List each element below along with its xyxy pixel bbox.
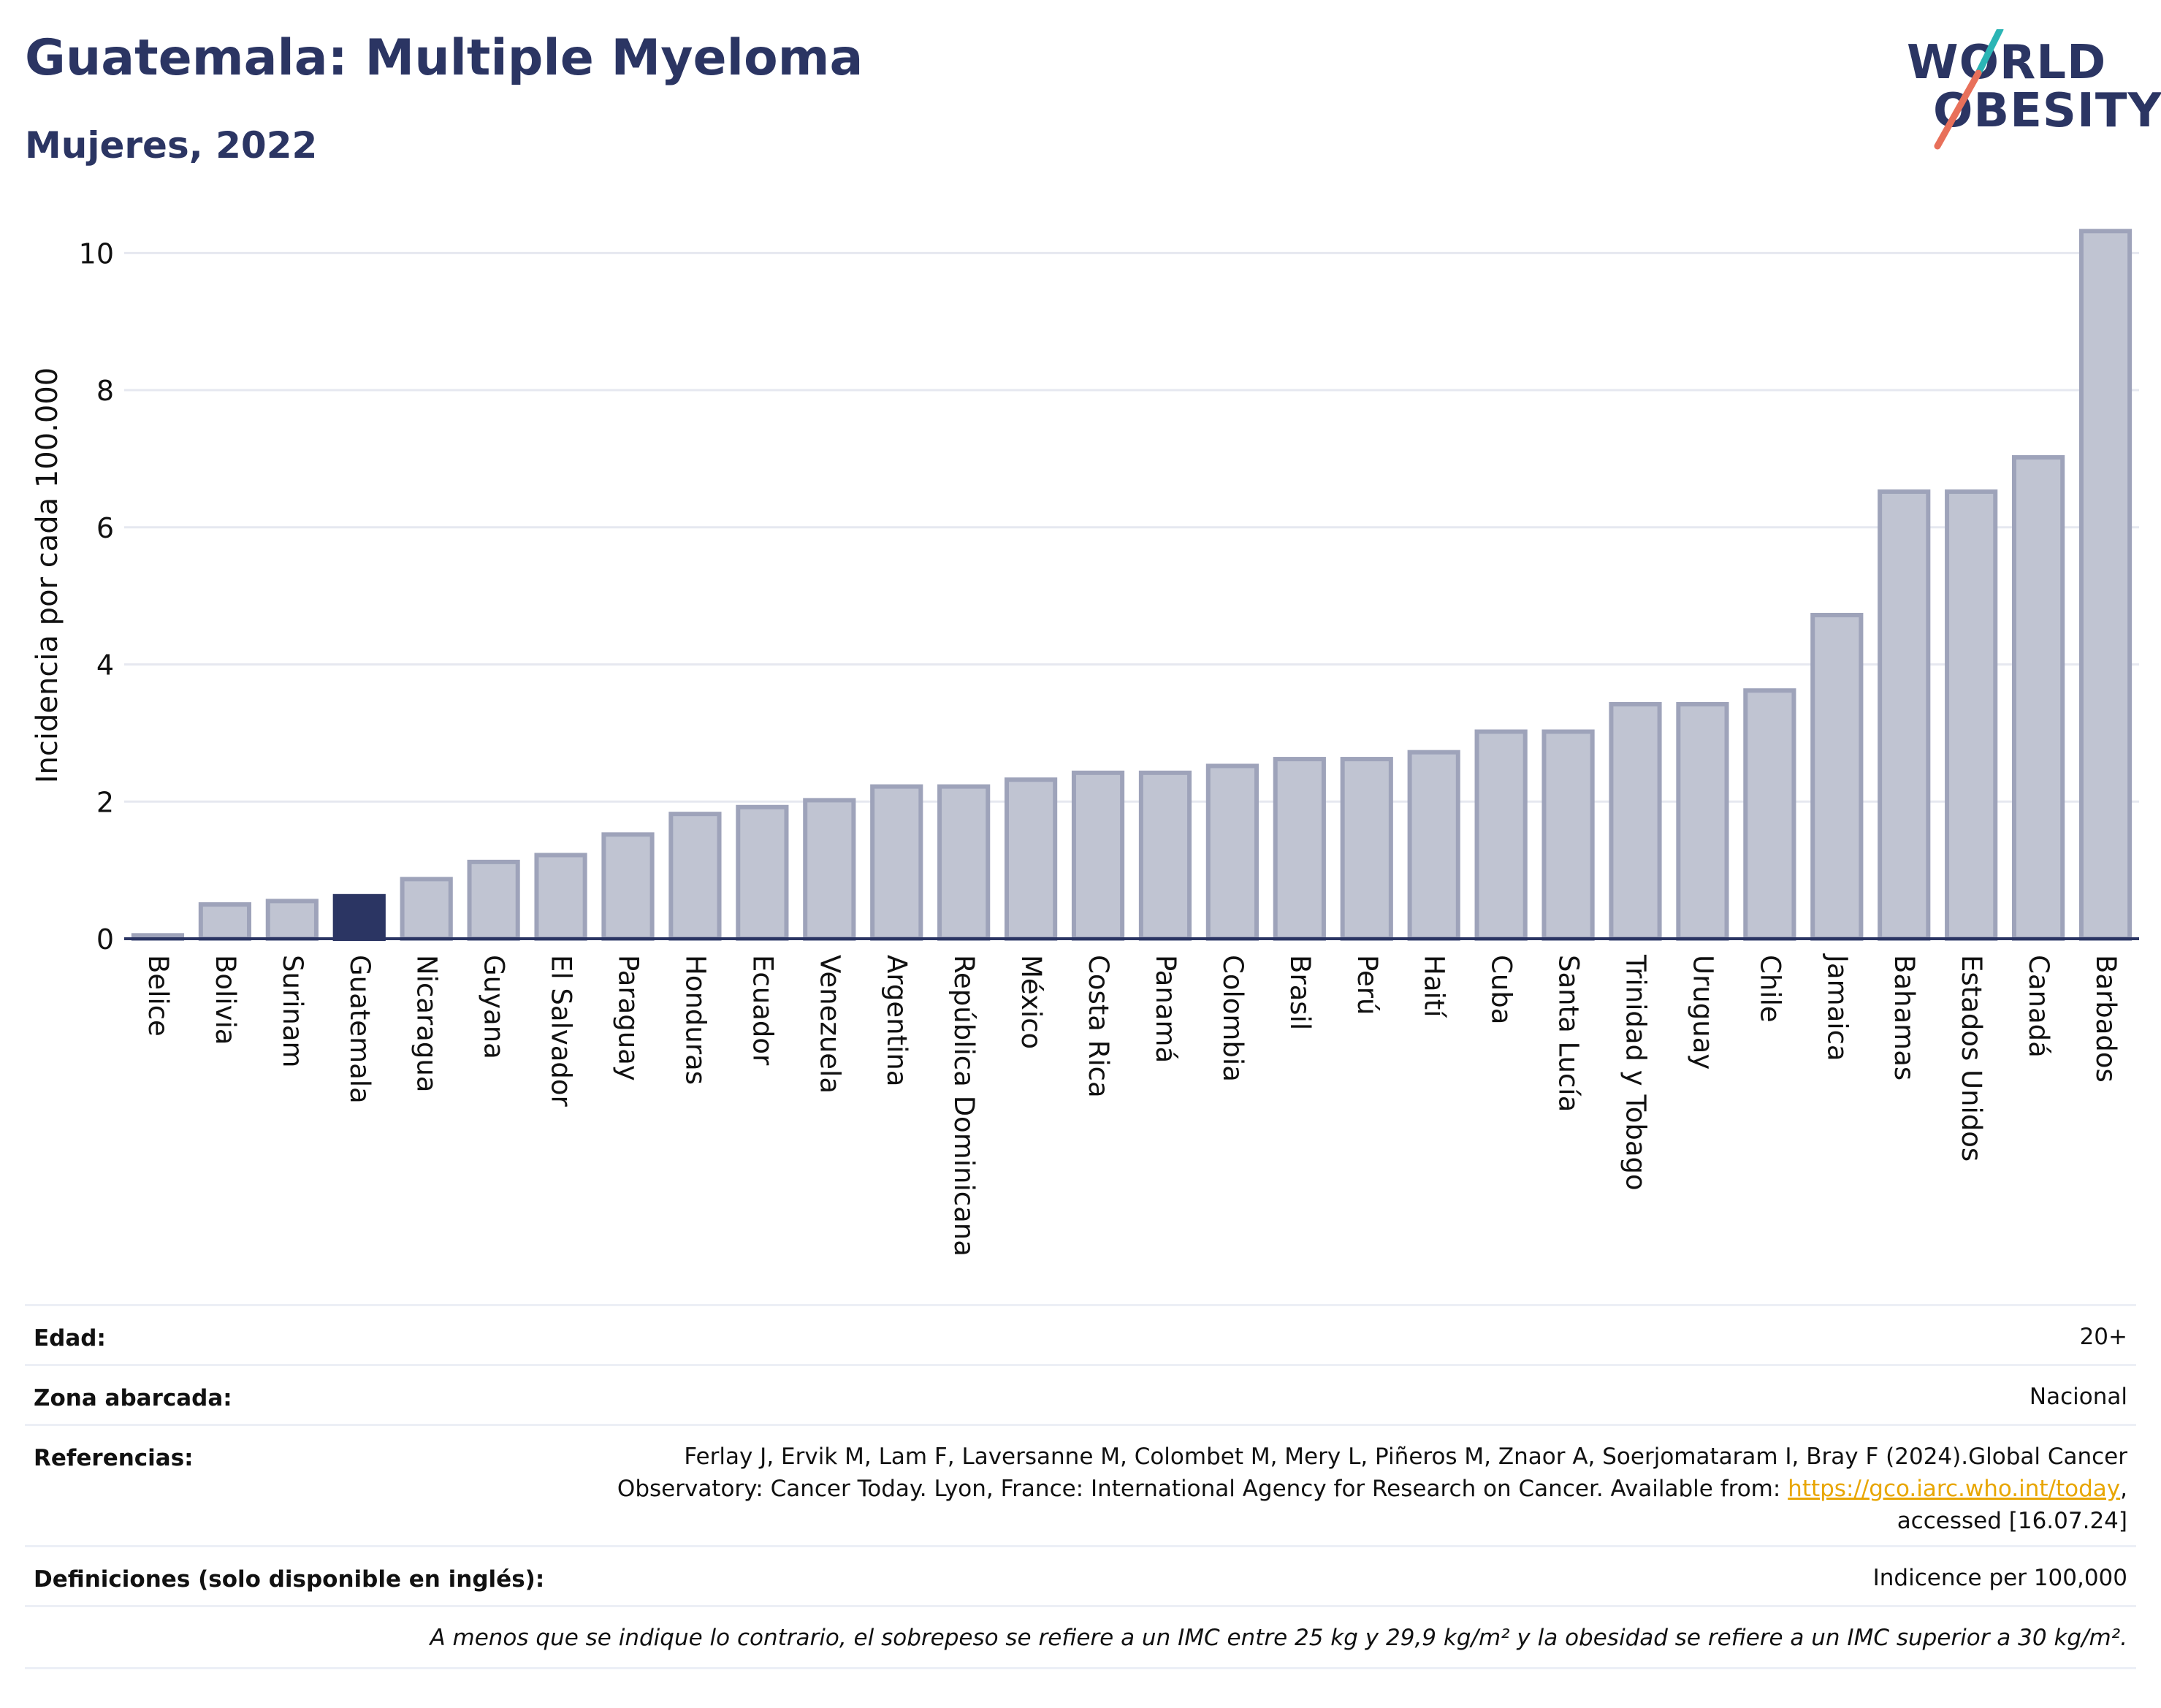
- meta-references-value: Ferlay J, Ervik M, Lam F, Laversanne M, …: [617, 1441, 2127, 1537]
- meta-age-label: Edad:: [34, 1325, 106, 1351]
- y-tick-label: 4: [96, 649, 114, 682]
- bar: [534, 853, 587, 942]
- bar: [1071, 770, 1125, 941]
- meta-footnote: A menos que se indique lo contrario, el …: [430, 1625, 2127, 1651]
- bar: [1743, 688, 1796, 941]
- x-tick-label: Paraguay: [613, 955, 644, 1081]
- bar-chart: 0 2 4 6 8 10 Incidencia por cada 100.000 Belice…: [31, 229, 2139, 1257]
- bar: [601, 832, 655, 941]
- x-tick-label: Surinam: [277, 955, 308, 1068]
- meta-area-value: Nacional: [2029, 1384, 2127, 1410]
- bar: [1005, 777, 1058, 942]
- bar: [467, 859, 520, 941]
- bar: [668, 812, 722, 942]
- meta-definitions-label: Definiciones (solo disponible en inglés)…: [34, 1566, 545, 1593]
- bar: [1340, 757, 1393, 941]
- meta-row-references: Referencias: Ferlay J, Ervik M, Lam F, L…: [25, 1424, 2136, 1547]
- y-tick-label: 2: [96, 786, 114, 818]
- x-tick-label: Guyana: [479, 955, 510, 1059]
- y-tick-label: 6: [96, 512, 114, 544]
- bar: [1205, 763, 1259, 941]
- bar: [1609, 701, 1662, 941]
- logo-line-2: OBESITY: [1933, 84, 2161, 138]
- bar: [2078, 229, 2133, 941]
- bar: [400, 877, 453, 941]
- meta-definitions-value: Indicence per 100,000: [1872, 1565, 2127, 1591]
- y-tick-label: 10: [79, 237, 114, 270]
- bar: [1407, 750, 1460, 942]
- page-title: Guatemala: Multiple Myeloma: [25, 29, 864, 87]
- bar: [870, 784, 923, 942]
- x-tick-label: Trinidad y Tobago: [1620, 954, 1652, 1191]
- x-tick-label: Jamaica: [1821, 953, 1853, 1061]
- meta-area-label: Zona abarcada:: [34, 1385, 232, 1411]
- x-tick-label: México: [1015, 955, 1047, 1049]
- bar: [265, 899, 319, 941]
- x-tick-label: Argentina: [881, 955, 912, 1086]
- x-tick-label: Honduras: [679, 955, 711, 1085]
- bar: [1945, 489, 1998, 941]
- references-line-1: Ferlay J, Ervik M, Lam F, Laversanne M, …: [684, 1444, 2127, 1470]
- x-tick-label: Panamá: [1150, 955, 1181, 1063]
- x-tick-label: Nicaragua: [411, 955, 443, 1092]
- bar: [332, 893, 386, 941]
- x-tick-label: Barbados: [2090, 955, 2122, 1083]
- x-tick-label: Cuba: [1486, 955, 1517, 1024]
- meta-row-age: Edad: 20+: [25, 1304, 2136, 1366]
- meta-age-value: 20+: [2079, 1324, 2127, 1350]
- x-tick-label: República Dominicana: [948, 955, 980, 1257]
- x-tick-label: Canadá: [2023, 955, 2054, 1058]
- y-axis-label: Incidencia por cada 100.000: [31, 367, 64, 784]
- bar: [1676, 701, 1729, 941]
- world-obesity-logo: WORLD OBESITY: [1907, 29, 2161, 161]
- meta-row-footnote: A menos que se indique lo contrario, el …: [25, 1605, 2136, 1669]
- x-tick-label: Guatemala: [344, 955, 376, 1104]
- meta-references-label: Referencias:: [34, 1445, 194, 1471]
- y-tick-label: 0: [96, 923, 114, 956]
- x-tick-label: Santa Lucía: [1553, 955, 1585, 1112]
- x-tick-label: El Salvador: [546, 955, 577, 1107]
- references-line-2-end: ,: [2120, 1476, 2127, 1502]
- bar: [1878, 489, 1931, 941]
- x-tick-label: Brasil: [1284, 955, 1316, 1030]
- meta-row-area: Zona abarcada: Nacional: [25, 1364, 2136, 1426]
- bar: [803, 798, 856, 941]
- logo-line-1: WORLD: [1907, 36, 2107, 90]
- x-tick-label: Perú: [1352, 955, 1383, 1015]
- x-tick-label: Estados Unidos: [1956, 955, 1987, 1162]
- bar: [198, 902, 251, 942]
- bar: [2012, 455, 2065, 941]
- bar: [1474, 729, 1528, 941]
- x-tick-label: Ecuador: [747, 955, 778, 1066]
- references-line-2-text: Observatory: Cancer Today. Lyon, France:…: [617, 1476, 1788, 1502]
- bar: [1810, 612, 1864, 942]
- references-link[interactable]: https://gco.iarc.who.int/today: [1788, 1476, 2121, 1502]
- x-tick-label: Uruguay: [1687, 955, 1718, 1070]
- page-subtitle: Mujeres, 2022: [25, 124, 318, 167]
- x-tick-label: Costa Rica: [1083, 955, 1114, 1098]
- x-tick-label: Bolivia: [210, 955, 241, 1045]
- logo-slash-icon: [1934, 29, 2004, 150]
- references-line-3: accessed [16.07.24]: [1897, 1508, 2127, 1534]
- x-tick-label: Colombia: [1217, 955, 1249, 1082]
- x-tick-label: Haití: [1419, 955, 1450, 1018]
- meta-row-definitions: Definiciones (solo disponible en inglés)…: [25, 1545, 2136, 1607]
- references-line-2: Observatory: Cancer Today. Lyon, France:…: [617, 1473, 2127, 1505]
- bar: [1138, 770, 1192, 941]
- bar: [937, 784, 991, 942]
- bar: [1273, 757, 1326, 941]
- y-tick-label: 8: [96, 375, 114, 407]
- bar: [1541, 729, 1595, 941]
- x-tick-label: Bahamas: [1889, 955, 1920, 1080]
- x-tick-label: Chile: [1754, 955, 1785, 1023]
- x-tick-label: Belice: [142, 955, 174, 1037]
- x-tick-label: Venezuela: [814, 955, 845, 1094]
- bar: [736, 804, 789, 941]
